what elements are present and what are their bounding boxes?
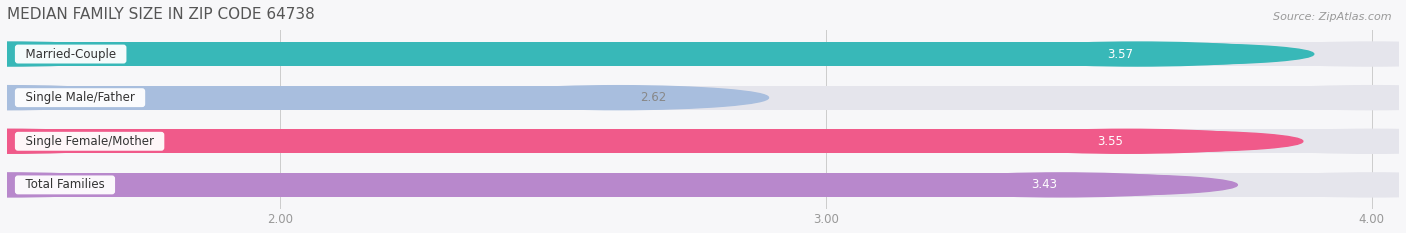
Circle shape bbox=[0, 42, 157, 66]
Text: Single Male/Father: Single Male/Father bbox=[18, 91, 142, 104]
Text: 3.43: 3.43 bbox=[1031, 178, 1057, 191]
Circle shape bbox=[851, 175, 1107, 195]
Bar bbox=[7, 42, 1137, 66]
Circle shape bbox=[0, 42, 157, 66]
Bar bbox=[1054, 44, 1187, 64]
Circle shape bbox=[987, 42, 1286, 66]
Circle shape bbox=[0, 173, 157, 197]
Circle shape bbox=[1222, 86, 1406, 110]
Circle shape bbox=[928, 44, 1182, 64]
Circle shape bbox=[1222, 129, 1406, 153]
Bar bbox=[979, 175, 1109, 195]
Circle shape bbox=[976, 129, 1277, 153]
Circle shape bbox=[1222, 42, 1406, 66]
Text: 3.57: 3.57 bbox=[1108, 48, 1133, 61]
Circle shape bbox=[0, 86, 157, 110]
Text: MEDIAN FAMILY SIZE IN ZIP CODE 64738: MEDIAN FAMILY SIZE IN ZIP CODE 64738 bbox=[7, 7, 315, 22]
Circle shape bbox=[0, 86, 157, 110]
Text: Married-Couple: Married-Couple bbox=[18, 48, 124, 61]
Bar bbox=[7, 129, 1126, 153]
Circle shape bbox=[468, 86, 769, 110]
Circle shape bbox=[917, 131, 1171, 151]
Circle shape bbox=[1059, 44, 1313, 64]
Circle shape bbox=[0, 129, 157, 153]
Text: 2.62: 2.62 bbox=[640, 91, 666, 104]
Bar bbox=[7, 86, 619, 110]
Circle shape bbox=[0, 173, 157, 197]
Circle shape bbox=[0, 129, 157, 153]
Bar bbox=[7, 86, 1372, 110]
Circle shape bbox=[983, 175, 1237, 195]
Bar bbox=[7, 42, 1372, 66]
Bar bbox=[1045, 131, 1175, 151]
Text: Total Families: Total Families bbox=[18, 178, 112, 191]
Bar bbox=[7, 129, 1372, 153]
Circle shape bbox=[1047, 131, 1303, 151]
Text: Single Female/Mother: Single Female/Mother bbox=[18, 135, 162, 148]
Bar bbox=[7, 173, 1060, 197]
Bar bbox=[7, 173, 1372, 197]
Text: 3.55: 3.55 bbox=[1097, 135, 1122, 148]
Circle shape bbox=[911, 173, 1211, 197]
Text: Source: ZipAtlas.com: Source: ZipAtlas.com bbox=[1274, 12, 1392, 22]
Circle shape bbox=[1222, 173, 1406, 197]
